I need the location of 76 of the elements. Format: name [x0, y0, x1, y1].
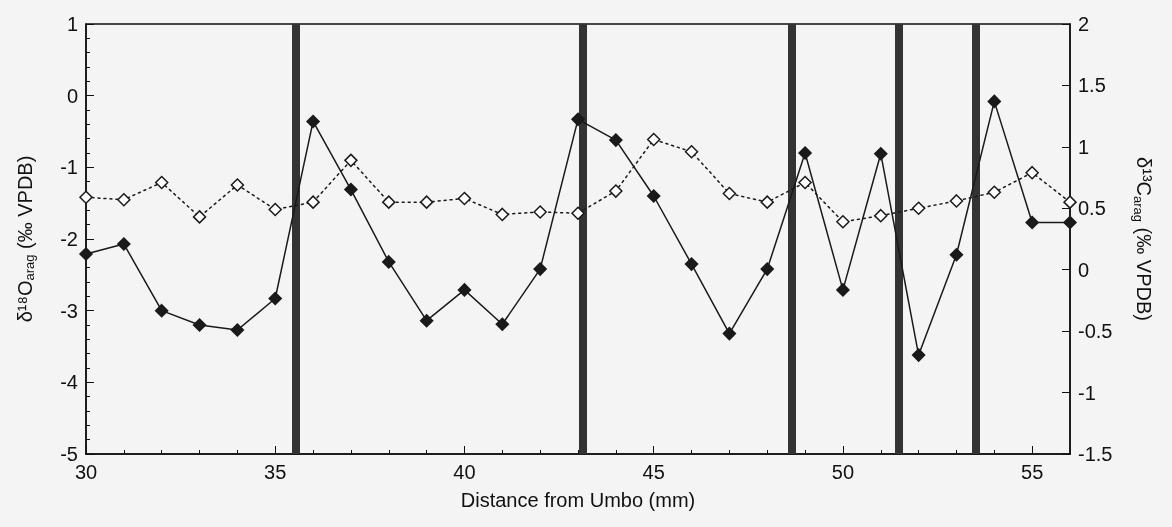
y-tick-label: 0	[66, 84, 78, 107]
point	[306, 195, 320, 209]
point	[382, 195, 396, 209]
point	[571, 112, 585, 127]
x-axis-title: Distance from Umbo (mm)	[460, 489, 696, 511]
point	[949, 194, 964, 208]
point	[949, 248, 964, 262]
point	[154, 175, 169, 190]
point	[836, 215, 850, 229]
y2-tick-label: 0.5	[1078, 197, 1106, 220]
point	[79, 247, 93, 261]
point	[79, 190, 93, 204]
point	[646, 132, 661, 147]
point	[457, 191, 472, 206]
point	[344, 153, 358, 168]
point	[495, 317, 510, 332]
y-tick-label: -1	[60, 156, 78, 179]
x-tick-label: 45	[642, 461, 665, 483]
point	[419, 195, 434, 209]
point	[268, 291, 282, 306]
y2-tick-label: -0.5	[1078, 320, 1113, 343]
point	[230, 323, 245, 337]
point	[798, 175, 812, 190]
y-tick-label: -4	[60, 371, 78, 394]
point	[987, 185, 1002, 200]
point	[117, 237, 131, 251]
point	[571, 206, 585, 220]
point	[646, 189, 661, 203]
point	[760, 195, 774, 209]
point	[684, 257, 699, 271]
point	[684, 145, 699, 159]
point	[457, 283, 472, 297]
y-tick-label: -2	[60, 228, 78, 250]
y2-axis-title: δ¹³Carag (‰ VPDB)	[1131, 157, 1155, 321]
point	[268, 202, 282, 217]
point	[874, 146, 888, 161]
point	[798, 146, 812, 160]
y2-tick-label: -1	[1078, 381, 1096, 404]
point	[533, 205, 547, 219]
point	[1025, 215, 1039, 230]
point	[722, 186, 737, 201]
point	[987, 94, 1002, 109]
x-tick-label: 50	[831, 461, 855, 483]
point	[1063, 215, 1077, 230]
point	[495, 207, 510, 222]
point	[382, 255, 396, 269]
point	[117, 192, 131, 207]
point	[533, 262, 547, 276]
point	[419, 313, 434, 328]
point	[874, 208, 888, 223]
point	[306, 114, 320, 129]
point	[344, 182, 358, 197]
x-tick-label: 40	[453, 461, 476, 483]
x-tick-label: 55	[1021, 461, 1044, 483]
point	[722, 326, 737, 341]
y2-tick-label: -1.5	[1078, 443, 1113, 465]
point	[230, 178, 245, 192]
point	[911, 201, 926, 216]
x-tick-label: 35	[264, 461, 287, 483]
point	[911, 348, 926, 362]
point	[836, 283, 850, 297]
point	[609, 133, 623, 147]
point	[192, 210, 207, 224]
point	[1063, 195, 1077, 209]
y2-tick-label: 2	[1078, 13, 1090, 35]
point	[609, 184, 623, 198]
point	[1025, 165, 1039, 180]
y2-tick-label: 1	[1078, 135, 1090, 158]
y-tick-label: 1	[66, 13, 78, 35]
y-tick-label: -3	[60, 299, 78, 322]
point	[760, 262, 774, 276]
y2-tick-label: 0	[1078, 258, 1090, 281]
point	[154, 303, 169, 318]
y2-tick-label: 1.5	[1078, 74, 1106, 97]
point	[192, 318, 207, 332]
y-axis-title: δ¹⁸Oarag (‰ VPDB)	[13, 155, 37, 323]
